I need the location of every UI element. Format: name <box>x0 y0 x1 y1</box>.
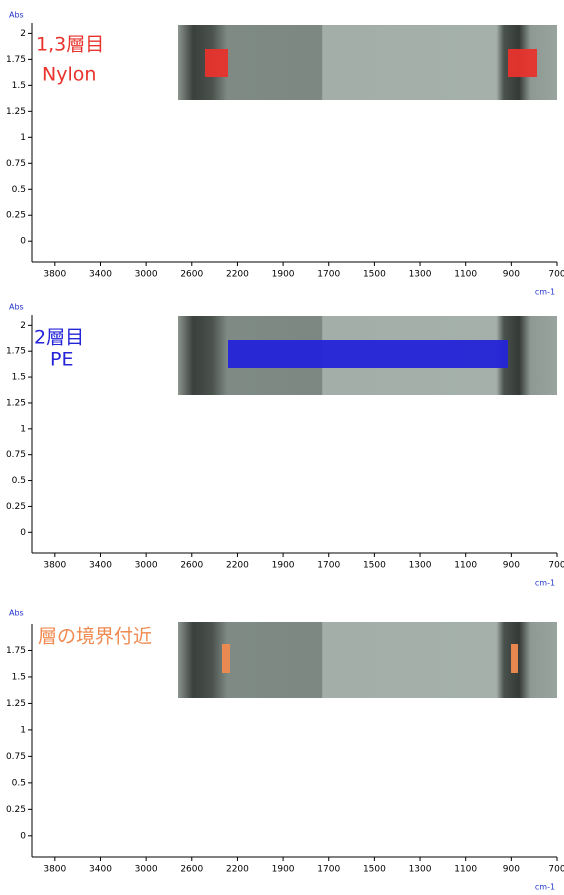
y-axis-label: Abs <box>9 11 24 20</box>
y-tick-label: 1.5 <box>12 81 26 91</box>
y-tick-label: 0 <box>20 831 26 841</box>
x-tick-label: 1900 <box>272 561 295 571</box>
x-tick-label: 2200 <box>226 270 249 280</box>
x-tick-label: 1300 <box>409 270 432 280</box>
measure-area <box>205 49 228 77</box>
sample-label: PE <box>50 349 73 371</box>
sample-label: 1,3層目 <box>36 34 104 56</box>
y-tick-label: 1 <box>20 424 26 434</box>
x-tick-label: 2600 <box>180 865 203 875</box>
x-tick-label: 1500 <box>363 865 386 875</box>
x-axis-label: cm-1 <box>535 288 555 297</box>
x-tick-label: 3800 <box>43 561 66 571</box>
y-tick-label: 2 <box>20 29 26 39</box>
y-tick-label: 1.5 <box>12 373 26 383</box>
measure-area <box>228 340 508 368</box>
x-tick-label: 1100 <box>454 270 477 280</box>
x-tick-label: 700 <box>548 561 564 571</box>
y-tick-label: 1.75 <box>6 646 26 656</box>
x-tick-label: 1300 <box>409 865 432 875</box>
x-tick-label: 900 <box>503 270 520 280</box>
x-tick-label: 3000 <box>135 865 158 875</box>
y-tick-label: 1 <box>20 133 26 143</box>
x-tick-label: 900 <box>503 865 520 875</box>
x-tick-label: 3800 <box>43 865 66 875</box>
y-axis-label: Abs <box>9 609 24 618</box>
x-tick-label: 1300 <box>409 561 432 571</box>
y-tick-label: 1.25 <box>6 398 26 408</box>
micrograph <box>178 622 557 698</box>
y-tick-label: 0 <box>20 528 26 538</box>
x-tick-label: 1700 <box>317 865 340 875</box>
y-tick-label: 1.25 <box>6 107 26 117</box>
y-tick-label: 1.25 <box>6 699 26 709</box>
sample-label: 層の境界付近 <box>38 626 152 648</box>
x-tick-label: 3000 <box>135 270 158 280</box>
chart: Abs cm-1 0 0.25 0.5 0.75 1 1.25 1.5 1.75 2 3800 3400… <box>6 11 564 297</box>
y-tick-label: 1.75 <box>6 347 26 357</box>
micrograph <box>178 25 557 100</box>
sample-label: 2層目 <box>34 327 84 349</box>
x-tick-label: 3000 <box>135 561 158 571</box>
chart: Abs cm-1 0 0.25 0.5 0.75 1 1.25 1.5 1.75 3800 3400 3… <box>6 609 564 892</box>
x-tick-label: 2600 <box>180 561 203 571</box>
x-tick-label: 1100 <box>454 865 477 875</box>
y-tick-label: 2 <box>20 321 26 331</box>
measure-area <box>222 644 230 673</box>
x-tick-label: 3800 <box>43 270 66 280</box>
y-tick-label: 0.5 <box>12 185 26 195</box>
x-tick-label: 3400 <box>89 270 112 280</box>
y-tick-label: 0.75 <box>6 159 26 169</box>
x-tick-label: 1900 <box>272 270 295 280</box>
y-tick-label: 0.25 <box>6 805 26 815</box>
x-tick-label: 900 <box>503 561 520 571</box>
measure-area <box>508 49 537 77</box>
y-axis-label: Abs <box>9 303 24 312</box>
x-tick-label: 3400 <box>89 561 112 571</box>
x-tick-label: 1700 <box>317 270 340 280</box>
y-tick-label: 1.75 <box>6 55 26 65</box>
x-tick-label: 2200 <box>226 865 249 875</box>
measure-area <box>511 644 518 673</box>
x-axis-label: cm-1 <box>535 579 555 588</box>
y-tick-label: 1.5 <box>12 672 26 682</box>
y-tick-label: 0.75 <box>6 450 26 460</box>
y-tick-label: 0.25 <box>6 211 26 221</box>
y-tick-label: 1 <box>20 725 26 735</box>
x-axis-label: cm-1 <box>535 883 555 892</box>
x-tick-label: 2600 <box>180 270 203 280</box>
x-tick-label: 700 <box>548 270 564 280</box>
x-tick-label: 2200 <box>226 561 249 571</box>
x-tick-label: 1500 <box>363 270 386 280</box>
x-tick-label: 1500 <box>363 561 386 571</box>
y-tick-label: 0.25 <box>6 502 26 512</box>
y-tick-label: 0.5 <box>12 476 26 486</box>
x-tick-label: 1700 <box>317 561 340 571</box>
x-tick-label: 1900 <box>272 865 295 875</box>
sample-label: Nylon <box>42 64 96 86</box>
x-tick-label: 1100 <box>454 561 477 571</box>
x-tick-label: 3400 <box>89 865 112 875</box>
y-tick-label: 0.5 <box>12 778 26 788</box>
y-tick-label: 0 <box>20 237 26 247</box>
x-tick-label: 700 <box>548 865 564 875</box>
chart: Abs cm-1 0 0.25 0.5 0.75 1 1.25 1.5 1.75 2 3800 3400… <box>6 303 564 588</box>
y-tick-label: 0.75 <box>6 752 26 762</box>
